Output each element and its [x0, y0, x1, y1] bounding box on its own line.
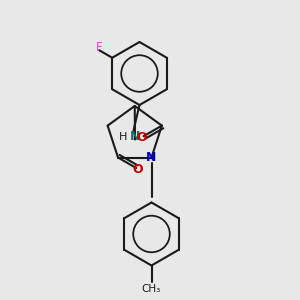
Text: F: F — [96, 41, 103, 54]
Text: H: H — [119, 131, 127, 142]
Text: CH₃: CH₃ — [142, 284, 161, 294]
Text: N: N — [146, 151, 157, 164]
Text: O: O — [137, 131, 148, 144]
Text: O: O — [132, 163, 143, 176]
Text: N: N — [130, 130, 140, 143]
